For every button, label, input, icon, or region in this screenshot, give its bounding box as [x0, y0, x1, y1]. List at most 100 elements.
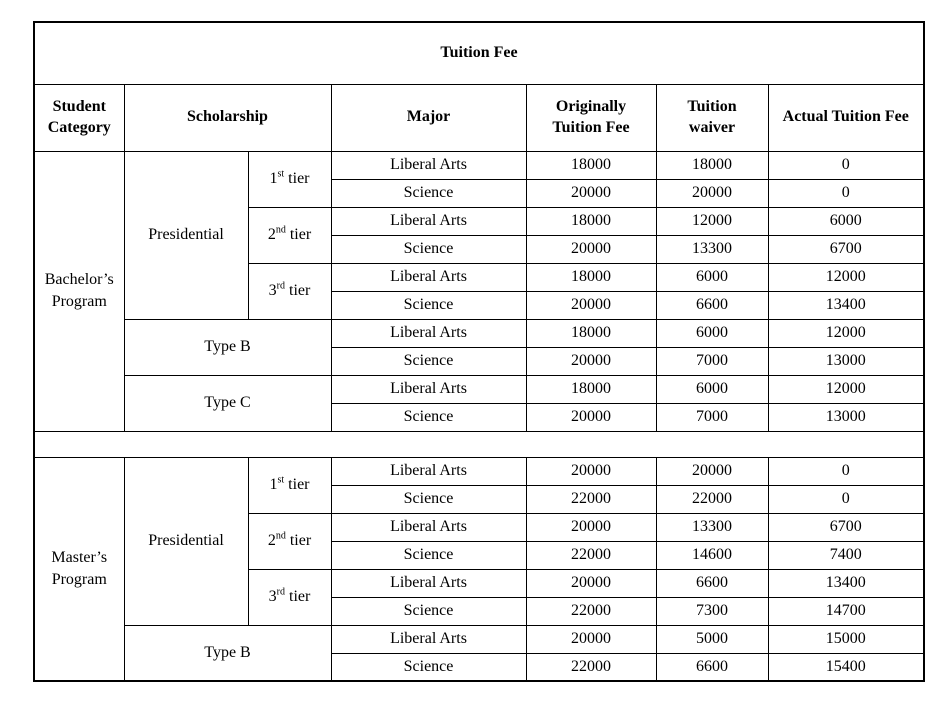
tuition-waiver-cell: 6600	[655, 568, 769, 598]
major-cell: Liberal Arts	[330, 318, 527, 348]
tuition-waiver-cell: 12000	[655, 206, 769, 236]
major-cell: Liberal Arts	[330, 456, 527, 486]
header-tuition-waiver: Tuition waiver	[655, 83, 769, 152]
separator-section	[33, 430, 925, 458]
major-cell: Liberal Arts	[330, 568, 527, 598]
tuition-waiver-cell: 20000	[655, 178, 769, 208]
originally-fee-cell: 22000	[525, 596, 657, 626]
actual-fee-cell: 12000	[767, 262, 925, 292]
originally-fee-cell: 20000	[525, 624, 657, 654]
tuition-waiver-cell: 7300	[655, 596, 769, 626]
bachelors-section: Bachelor’s Program Presidential 1st tier…	[33, 150, 925, 432]
table-row: Science 22000 6600 15400	[34, 652, 925, 682]
table-row: Science 22000 7300 14700	[34, 596, 925, 626]
actual-fee-cell: 0	[767, 178, 925, 208]
tuition-waiver-cell: 22000	[655, 484, 769, 514]
actual-fee-cell: 13000	[767, 402, 925, 432]
major-cell: Liberal Arts	[330, 206, 527, 236]
actual-fee-cell: 7400	[767, 540, 925, 570]
scholarship-cell-presidential: Presidential	[123, 150, 249, 320]
actual-fee-cell: 15400	[767, 652, 925, 682]
table-row: Type C Liberal Arts 18000 6000 12000	[34, 374, 925, 432]
actual-fee-cell: 12000	[767, 318, 925, 348]
category-cell-masters: Master’s Program	[33, 456, 125, 682]
originally-fee-cell: 20000	[525, 290, 657, 320]
category-cell-bachelors: Bachelor’s Program	[33, 150, 125, 432]
scholarship-cell-type-c: Type C	[123, 374, 332, 432]
originally-fee-cell: 18000	[525, 318, 657, 348]
title-row: Tuition Fee	[33, 21, 925, 85]
tuition-waiver-cell: 7000	[655, 402, 769, 432]
tier-ordinal: 3	[268, 588, 277, 605]
table-row: Bachelor’s Program Presidential 1st tier…	[33, 150, 925, 432]
tier-word: tier	[284, 476, 310, 493]
separator-row	[33, 430, 925, 458]
actual-fee-cell: 13400	[767, 290, 925, 320]
masters-section: Master’s Program Presidential 1st tier L…	[33, 456, 925, 682]
major-cell: Liberal Arts	[330, 374, 527, 404]
major-cell: Liberal Arts	[330, 512, 527, 542]
section-separator	[33, 430, 925, 458]
tuition-waiver-cell: 7000	[655, 346, 769, 376]
major-cell: Science	[330, 290, 527, 320]
table-head-section: Tuition Fee Student Category Scholarship…	[33, 21, 925, 152]
actual-fee-cell: 6700	[767, 512, 925, 542]
major-cell: Science	[330, 346, 527, 376]
tier-cell-2nd: 2nd tier	[247, 512, 332, 570]
tier-ordinal: 2	[267, 226, 276, 243]
tier-ordinal: 2	[267, 532, 276, 549]
tier-cell-2nd: 2nd tier	[247, 206, 332, 264]
tier-cell-3rd: 3rd tier	[247, 262, 332, 320]
originally-fee-cell: 20000	[525, 346, 657, 376]
tuition-waiver-cell: 6600	[655, 290, 769, 320]
tier-ordinal: 1	[269, 476, 278, 493]
tuition-fee-table: Tuition Fee Student Category Scholarship…	[33, 21, 926, 682]
major-cell: Science	[330, 652, 527, 682]
originally-fee-cell: 18000	[525, 262, 657, 292]
header-major: Major	[330, 83, 527, 152]
table-row: Science 20000 7000 13000	[34, 402, 925, 432]
originally-fee-cell: 20000	[525, 456, 657, 486]
tier-ordinal-suffix: st	[277, 474, 285, 486]
table-row: Science 20000 20000 0	[34, 178, 925, 208]
originally-fee-cell: 20000	[525, 234, 657, 264]
originally-fee-cell: 20000	[525, 568, 657, 598]
major-cell: Science	[330, 234, 527, 264]
originally-fee-cell: 20000	[525, 178, 657, 208]
tier-ordinal: 3	[268, 282, 277, 299]
tier-word: tier	[285, 226, 312, 243]
table-row: Science 20000 7000 13000	[34, 346, 925, 376]
table-row: Type B Liberal Arts 20000 5000 15000	[34, 624, 925, 682]
tier-ordinal-suffix: rd	[276, 280, 285, 292]
header-row: Student Category Scholarship Major Origi…	[33, 83, 925, 152]
originally-fee-cell: 18000	[525, 374, 657, 404]
tuition-waiver-cell: 6000	[655, 262, 769, 292]
tier-word: tier	[285, 532, 312, 549]
tier-ordinal-suffix: nd	[275, 224, 286, 236]
major-cell: Liberal Arts	[330, 262, 527, 292]
originally-fee-cell: 22000	[525, 652, 657, 682]
tier-word: tier	[284, 170, 310, 187]
tier-ordinal-suffix: st	[277, 168, 285, 180]
major-cell: Liberal Arts	[330, 150, 527, 180]
table-row: Science 20000 6600 13400	[34, 290, 925, 320]
tuition-waiver-cell: 14600	[655, 540, 769, 570]
tuition-waiver-cell: 6000	[655, 374, 769, 404]
tuition-waiver-cell: 13300	[655, 512, 769, 542]
originally-fee-cell: 18000	[525, 206, 657, 236]
tier-cell-3rd: 3rd tier	[247, 568, 332, 626]
table-row: 2nd tier Liberal Arts 20000 13300 6700	[34, 512, 925, 570]
table-row: Type B Liberal Arts 18000 6000 12000	[34, 318, 925, 376]
tier-cell-1st: 1st tier	[247, 150, 332, 208]
actual-fee-cell: 6700	[767, 234, 925, 264]
major-cell: Science	[330, 484, 527, 514]
tuition-waiver-cell: 6000	[655, 318, 769, 348]
actual-fee-cell: 0	[767, 484, 925, 514]
table-title: Tuition Fee	[33, 21, 925, 85]
major-cell: Science	[330, 540, 527, 570]
tuition-waiver-cell: 18000	[655, 150, 769, 180]
actual-fee-cell: 14700	[767, 596, 925, 626]
tuition-waiver-cell: 6600	[655, 652, 769, 682]
header-scholarship: Scholarship	[123, 83, 332, 152]
